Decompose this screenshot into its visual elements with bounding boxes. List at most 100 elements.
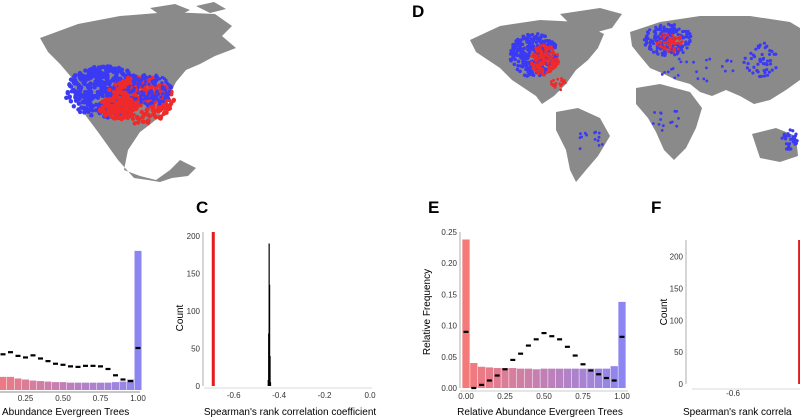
- map-point: [597, 143, 601, 147]
- map-point: [660, 129, 664, 132]
- chart-B-bar: [59, 382, 67, 390]
- map-point: [107, 87, 112, 93]
- map-point: [648, 41, 652, 45]
- map-point: [114, 67, 119, 72]
- map-points: [64, 22, 799, 151]
- chart-C-y-tick: 0: [196, 382, 201, 391]
- map-point: [519, 64, 523, 68]
- canadian-islands: [150, 2, 226, 16]
- chart-B-bar: [37, 381, 44, 390]
- map-point: [148, 101, 152, 105]
- chart-B-bar: [104, 382, 112, 390]
- chart-E-bar: [462, 239, 470, 388]
- map-point: [135, 105, 139, 109]
- map-point: [686, 42, 691, 46]
- map-point: [100, 64, 105, 70]
- chart-E-y-tick: 0.05: [441, 353, 457, 362]
- chart-E-bar: [485, 367, 494, 388]
- chart-B-bar: [127, 379, 134, 390]
- map-point: [126, 88, 131, 92]
- map-point: [157, 101, 162, 105]
- map-point: [644, 41, 648, 46]
- map-point: [648, 28, 652, 32]
- map-point: [708, 57, 712, 61]
- chart-e: Relative Frequency Relative Abundance Ev…: [422, 228, 630, 418]
- map-point: [116, 102, 121, 107]
- map-point: [658, 40, 661, 43]
- map-point: [102, 101, 107, 105]
- map-point: [791, 135, 795, 139]
- map-point: [130, 116, 136, 122]
- chart-E-bar: [516, 368, 525, 388]
- world-greenland: [560, 8, 622, 34]
- map-point: [659, 34, 663, 38]
- map-point: [749, 56, 753, 61]
- map-point: [156, 97, 160, 102]
- map-point: [752, 65, 756, 69]
- map-point: [563, 81, 567, 85]
- map-point: [521, 34, 526, 39]
- map-point: [756, 62, 760, 66]
- map-point: [143, 73, 147, 77]
- map-point: [541, 72, 545, 76]
- map-point: [513, 57, 517, 62]
- map-point: [665, 33, 669, 37]
- chart-B-bar: [89, 382, 97, 390]
- map-point: [86, 107, 92, 113]
- map-point: [532, 52, 537, 56]
- map-point: [547, 55, 551, 59]
- map-point: [512, 62, 517, 67]
- map-point: [120, 71, 125, 76]
- map-point: [136, 91, 140, 95]
- map-point: [670, 120, 674, 124]
- map-point: [118, 90, 124, 96]
- chart-B-x-tick: 0.75: [93, 394, 109, 403]
- map-point: [73, 73, 78, 78]
- map-point: [679, 41, 682, 45]
- chart-e-xlabel: Relative Abundance Evergreen Trees: [457, 407, 623, 418]
- map-point: [547, 66, 551, 70]
- map-point: [165, 93, 169, 97]
- chart-B-bar: [0, 376, 7, 390]
- map-point: [743, 56, 747, 60]
- map-point: [559, 88, 563, 92]
- map-point: [105, 78, 111, 84]
- map-point: [669, 39, 672, 43]
- map-point: [168, 86, 172, 90]
- chart-E-bar: [524, 368, 533, 388]
- chart-f-xlabel: Spearman's rank correla: [683, 407, 792, 418]
- map-point: [77, 95, 83, 100]
- chart-F-y-tick: 200: [670, 253, 684, 262]
- map-point: [107, 103, 112, 107]
- chart-C-bin: [269, 356, 271, 386]
- map-point: [82, 99, 87, 105]
- map-point: [121, 82, 127, 87]
- map-point: [527, 45, 531, 50]
- map-point: [658, 26, 662, 30]
- chart-b-xlabel: Abundance Evergreen Trees: [2, 407, 129, 418]
- map-point: [140, 84, 145, 88]
- map-point: [68, 77, 74, 82]
- map-point: [751, 53, 756, 57]
- map-point: [537, 35, 542, 40]
- chart-E-bar: [610, 366, 618, 388]
- map-point: [786, 146, 790, 150]
- chart-f: Count Spearman's rank correla 0 50 100 150 2…: [659, 240, 800, 418]
- map-point: [509, 58, 513, 63]
- map-point: [551, 47, 555, 51]
- map-point: [90, 108, 95, 113]
- map-point: [135, 120, 141, 125]
- map-point: [535, 48, 539, 53]
- map-point: [140, 119, 145, 124]
- map-point: [659, 118, 663, 121]
- chart-F-y-tick: 150: [670, 285, 684, 294]
- chart-C-x-tick: -0.4: [272, 391, 286, 400]
- map-point: [151, 104, 156, 109]
- map-point: [659, 111, 663, 115]
- map-point: [541, 68, 545, 72]
- map-point: [138, 95, 143, 99]
- map-point: [660, 72, 664, 76]
- map-point: [793, 142, 797, 146]
